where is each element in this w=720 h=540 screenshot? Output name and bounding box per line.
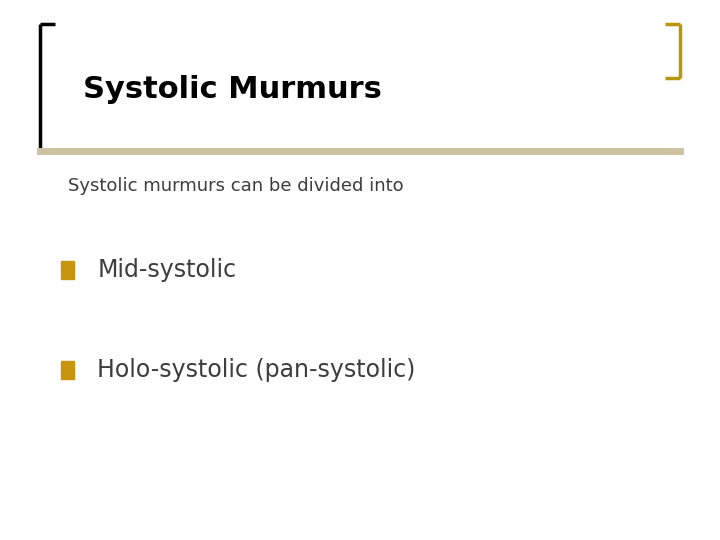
Text: Mid-systolic: Mid-systolic [97, 258, 236, 282]
Text: Holo-systolic (pan-systolic): Holo-systolic (pan-systolic) [97, 358, 415, 382]
Bar [61, 361, 74, 379]
Text: Systolic Murmurs: Systolic Murmurs [83, 75, 382, 104]
Text: Systolic murmurs can be divided into: Systolic murmurs can be divided into [68, 177, 404, 195]
Bar [61, 261, 74, 279]
